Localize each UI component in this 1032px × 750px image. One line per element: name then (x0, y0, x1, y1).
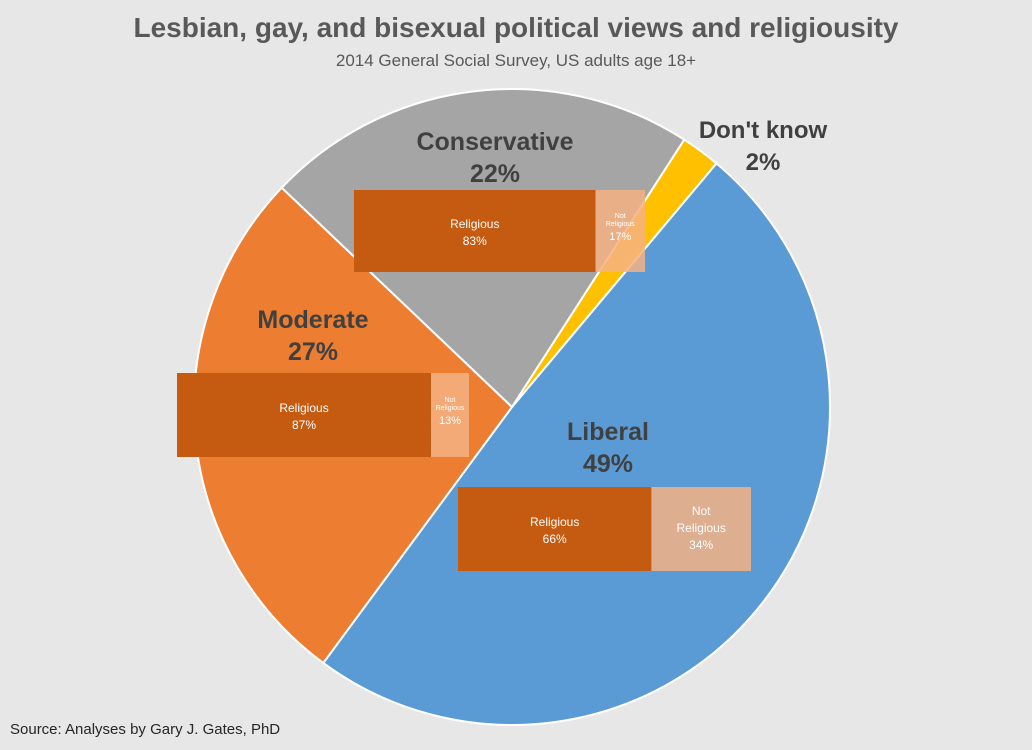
bar-not-religious-moderate (431, 373, 469, 457)
slice-value-moderate: 27% (288, 338, 338, 366)
pie-slice-liberal (321, 161, 831, 726)
slice-label-conservative: Conservative (416, 128, 573, 156)
slice-value-don-t-know: 2% (746, 149, 781, 176)
bar-religious-value-moderate: 87% (292, 418, 316, 432)
source-note: Source: Analyses by Gary J. Gates, PhD (10, 721, 281, 738)
chart-subtitle: 2014 General Social Survey, US adults ag… (335, 51, 697, 70)
bar-religious-label-conservative: Religious (450, 217, 499, 231)
bar-not-religious-conservative (595, 190, 645, 272)
bar-not-religious-value-liberal: 34% (689, 538, 713, 552)
bar-religious-value-liberal: 66% (543, 532, 567, 546)
chart-title: Lesbian, gay, and bisexual political vie… (133, 12, 899, 43)
bar-not-religious-label-moderate: Religious (436, 405, 465, 412)
bar-not-religious-label-liberal: Religious (677, 521, 726, 535)
slice-label-don-t-know: Don't know (699, 117, 828, 144)
slice-value-conservative: 22% (470, 160, 520, 188)
bar-religious-label-moderate: Religious (279, 401, 328, 415)
slice-label-moderate: Moderate (257, 306, 368, 334)
bar-religious-value-conservative: 83% (463, 234, 487, 248)
slice-label-liberal: Liberal (567, 418, 649, 446)
bar-not-religious-label-conservative: Not (615, 213, 626, 220)
bar-not-religious-label-moderate: Not (445, 397, 456, 404)
bar-religious-liberal (458, 487, 652, 571)
pie-slice-don-t-know (511, 138, 718, 408)
bar-not-religious-label-conservative: Religious (606, 221, 635, 228)
bar-religious-moderate (177, 373, 432, 457)
bar-religious-label-liberal: Religious (530, 515, 579, 529)
bar-not-religious-value-moderate: 13% (439, 415, 461, 427)
bar-not-religious-value-conservative: 17% (609, 231, 631, 243)
bar-not-religious-liberal (651, 487, 751, 571)
bar-religious-conservative (354, 190, 596, 272)
slice-value-liberal: 49% (583, 450, 633, 478)
bar-not-religious-label-liberal: Not (692, 504, 711, 518)
